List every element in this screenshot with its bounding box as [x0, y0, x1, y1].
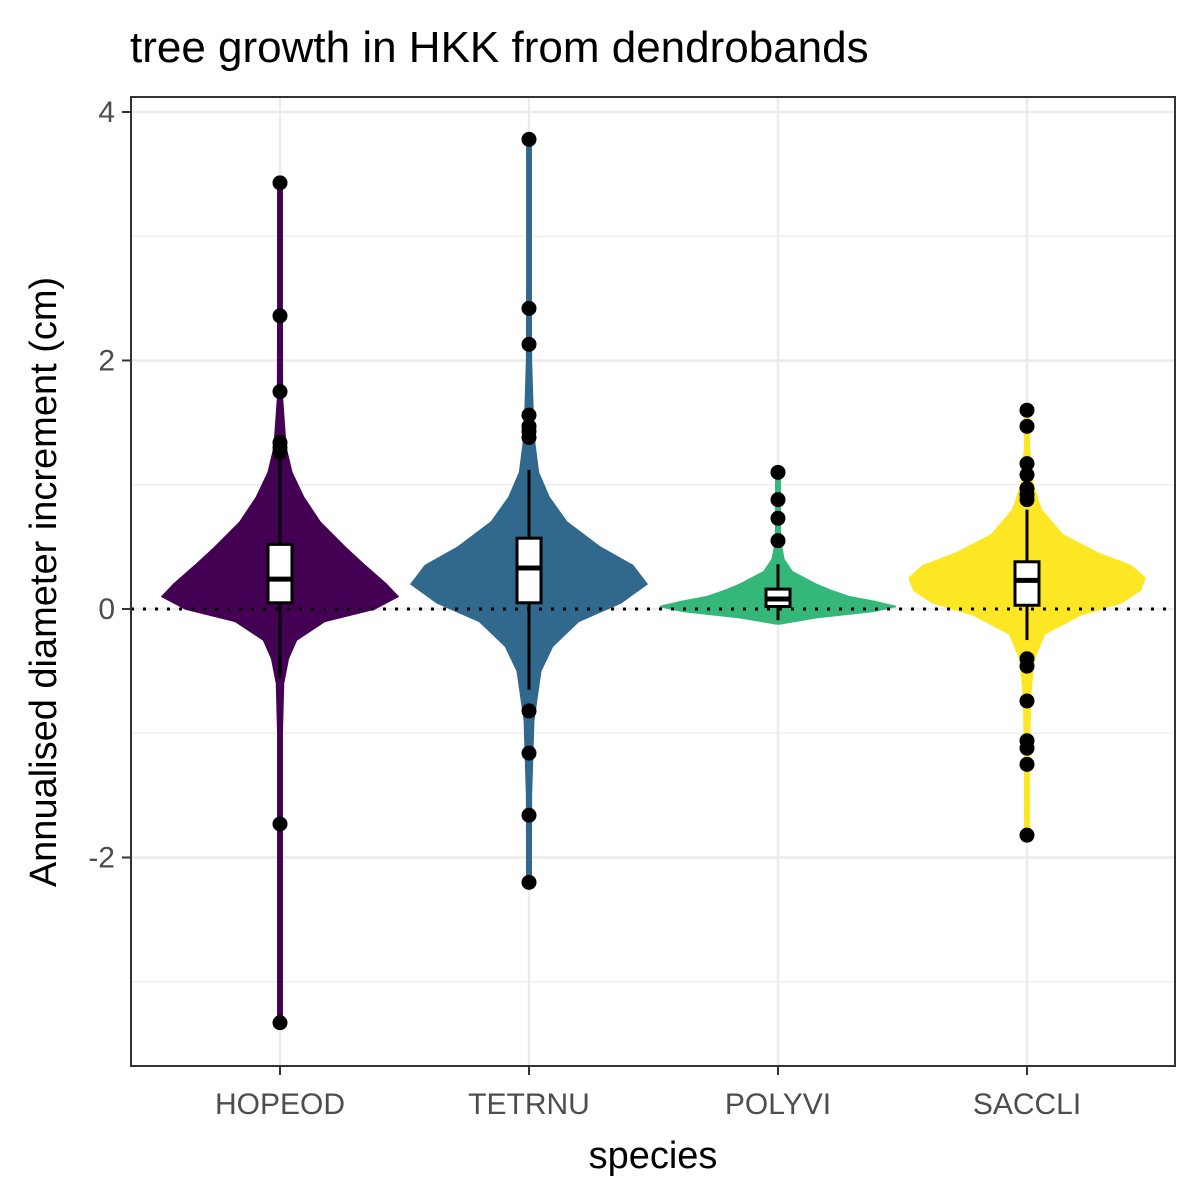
- outlier-point: [1019, 492, 1035, 508]
- outlier-point: [272, 1015, 288, 1031]
- box-saccli: [1013, 560, 1041, 607]
- outlier-point: [521, 703, 537, 719]
- outlier-point: [272, 175, 288, 191]
- x-tick-label-saccli: SACCLI: [973, 1088, 1081, 1121]
- outlier-point: [1019, 402, 1035, 418]
- y-tick-label: 0: [98, 593, 115, 626]
- outlier-point: [1019, 456, 1035, 472]
- outlier-point: [1019, 740, 1035, 756]
- axes: -2 0 2 4 HOPEOD TETRNU POLYVI SACCLI: [88, 96, 1081, 1121]
- outlier-point: [770, 510, 786, 526]
- outlier-point: [1019, 418, 1035, 434]
- outlier-point: [521, 407, 537, 423]
- outlier-point: [521, 131, 537, 147]
- outlier-point: [770, 464, 786, 480]
- outlier-point: [272, 444, 288, 460]
- outlier-point: [272, 816, 288, 832]
- y-tick-label: 2: [98, 345, 115, 378]
- box-hopeod: [266, 542, 294, 605]
- outlier-point: [770, 492, 786, 508]
- boxplots: [266, 459, 1041, 690]
- outlier-point: [1019, 756, 1035, 772]
- outlier-point: [521, 807, 537, 823]
- outlier-point: [521, 874, 537, 890]
- y-tick-label: 4: [98, 96, 115, 129]
- outlier-point: [521, 430, 537, 446]
- plot-border: [130, 96, 1176, 1067]
- outlier-point: [272, 308, 288, 324]
- outlier-point: [521, 300, 537, 316]
- x-tick-label-hopeod: HOPEOD: [215, 1088, 345, 1121]
- x-axis-title: species: [589, 1135, 718, 1177]
- outlier-point: [521, 745, 537, 761]
- outlier-point: [1019, 827, 1035, 843]
- chart-title: tree growth in HKK from dendrobands: [130, 23, 869, 72]
- y-tick-label: -2: [88, 842, 115, 875]
- outlier-point: [770, 533, 786, 549]
- outlier-point: [1019, 467, 1035, 483]
- outlier-point: [1019, 693, 1035, 709]
- outlier-point: [521, 336, 537, 352]
- outlier-point: [272, 384, 288, 400]
- y-axis-title: Annualised diameter increment (cm): [23, 277, 65, 887]
- x-tick-label-tetrnu: TETRNU: [468, 1088, 590, 1121]
- outlier-point: [1019, 658, 1035, 674]
- x-tick-label-polyvi: POLYVI: [725, 1088, 831, 1121]
- outlier-points: [272, 131, 1035, 1031]
